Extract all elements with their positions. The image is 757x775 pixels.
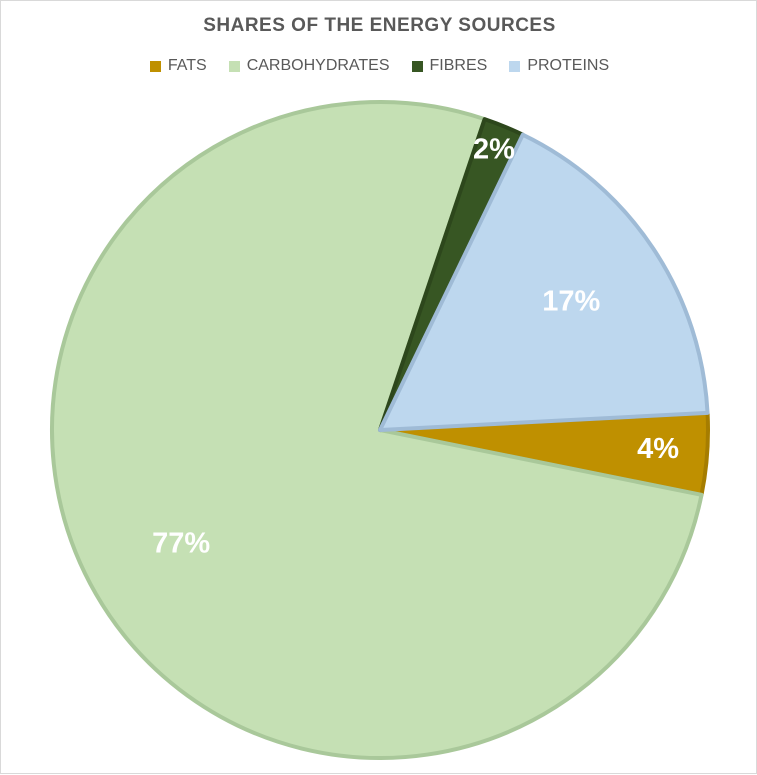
legend-label-fats: FATS bbox=[167, 57, 207, 74]
legend-label-fibres: FIBRES bbox=[429, 57, 488, 74]
pie-slice-proteins bbox=[378, 132, 710, 432]
legend-label-carbohydrates: CARBOHYDRATES bbox=[246, 57, 390, 74]
slice-label-fibres: 2% bbox=[473, 133, 515, 165]
legend: FATS CARBOHYDRATES FIBRES PROTEINS bbox=[1, 57, 757, 75]
slice-label-proteins: 17% bbox=[542, 286, 600, 318]
legend-swatch-fibres bbox=[411, 60, 423, 72]
pie-slice-carbohydrates bbox=[50, 100, 704, 760]
legend-item-fibres: FIBRES bbox=[411, 57, 488, 75]
legend-item-fats: FATS bbox=[149, 57, 207, 75]
legend-item-proteins: PROTEINS bbox=[509, 57, 609, 75]
legend-swatch-fats bbox=[149, 60, 161, 72]
slice-label-fats: 4% bbox=[637, 433, 679, 465]
chart-title: SHARES OF THE ENERGY SOURCES bbox=[203, 15, 556, 36]
slice-label-carbohydrates: 77% bbox=[152, 527, 210, 559]
legend-label-proteins: PROTEINS bbox=[527, 57, 610, 74]
legend-swatch-proteins bbox=[509, 60, 521, 72]
legend-swatch-carbohydrates bbox=[228, 60, 240, 72]
legend-item-carbohydrates: CARBOHYDRATES bbox=[228, 57, 390, 75]
